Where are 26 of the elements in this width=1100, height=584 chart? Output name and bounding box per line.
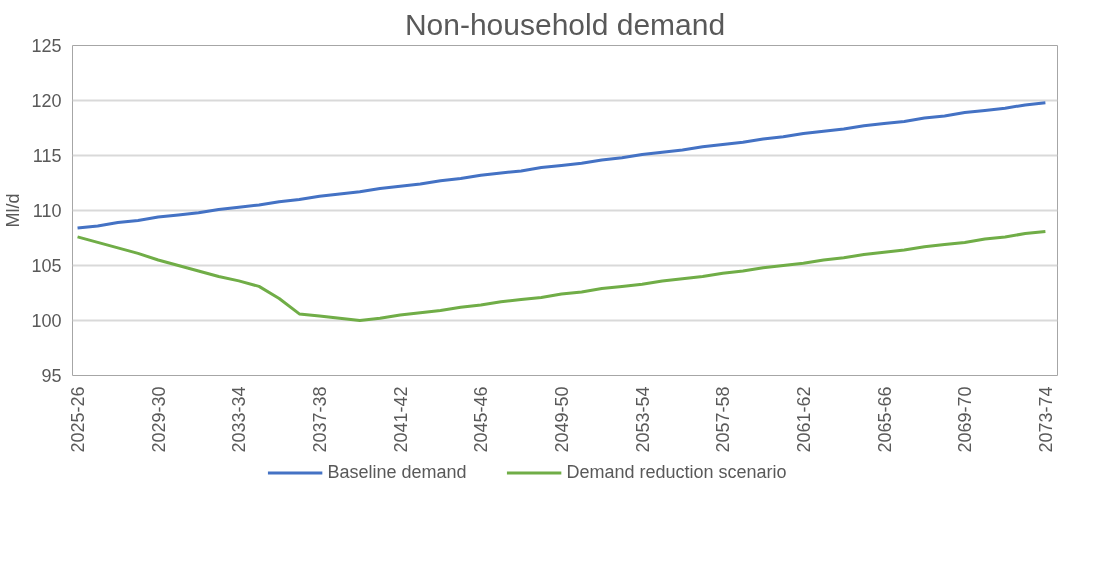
x-tick-label: 2061-62 (793, 386, 814, 453)
y-axis-title: Ml/d (3, 193, 24, 228)
x-tick-label: 2045-46 (471, 386, 492, 453)
x-tick-label: 2029-30 (148, 386, 169, 453)
x-tick-label: 2025-26 (68, 386, 89, 453)
y-tick-label: 95 (41, 366, 62, 386)
line-series (76, 101, 1047, 230)
chart-title: Non-household demand (404, 7, 726, 41)
y-tick-label: 110 (32, 201, 62, 221)
x-tick-label: 2073-74 (1035, 386, 1056, 453)
x-tick-label: 2033-34 (229, 386, 250, 453)
y-tick-label: 105 (31, 256, 62, 276)
x-tick-label: 2041-42 (390, 386, 411, 453)
x-tick-label: 2069-70 (955, 386, 976, 453)
x-tick-label: 2053-54 (632, 386, 653, 453)
x-tick-label: 2037-38 (310, 386, 331, 453)
y-tick-label: 125 (31, 36, 62, 56)
y-tick-label: 120 (31, 91, 62, 111)
legend-label: Demand reduction scenario (566, 461, 787, 483)
x-tick-label: 2065-66 (874, 386, 895, 453)
legend-label: Baseline demand (327, 461, 467, 483)
x-tick-label: 2049-50 (551, 386, 572, 453)
line-series (76, 229, 1047, 322)
y-tick-label: 100 (31, 311, 62, 331)
y-tick-label: 115 (32, 146, 62, 166)
x-tick-label: 2057-58 (713, 386, 734, 453)
